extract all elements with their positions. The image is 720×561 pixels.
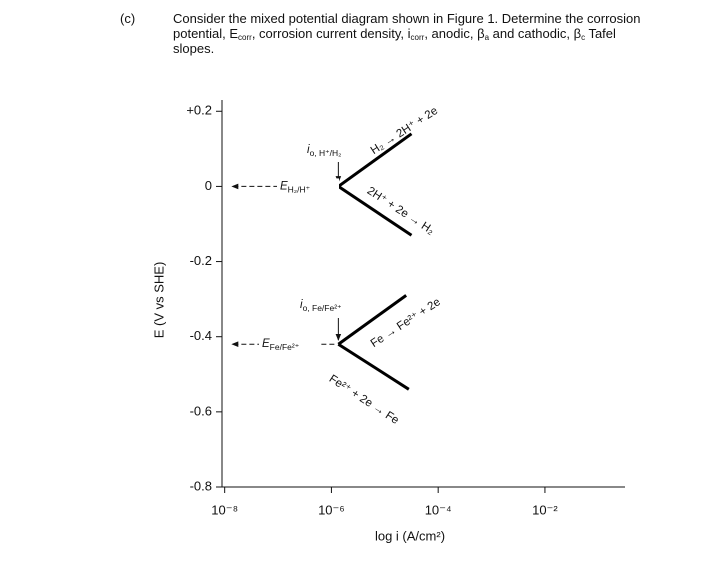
subscript: corr (238, 33, 252, 42)
question-text: Consider the mixed potential diagram sho… (173, 11, 643, 56)
text-run: Consider the mixed potential diagram sho… (173, 11, 641, 41)
text-run: , anodic, β (424, 26, 485, 41)
annotation: Fe → Fe²⁺ + 2e (369, 296, 443, 350)
annotation-text: E (280, 180, 288, 192)
annotation-sub: o, H⁺/H₂ (310, 148, 342, 158)
annotation-text: Fe²⁺ + 2e → Fe (327, 373, 401, 427)
x-tick-label: 10⁻⁴ (425, 502, 452, 517)
x-tick-label: 10⁻⁸ (211, 502, 238, 517)
text-run: Tafel slopes. (173, 26, 616, 56)
y-tick-label: -0.6 (190, 403, 212, 418)
annotation: EH₂/H⁺ (280, 180, 310, 194)
line (337, 132, 413, 188)
line (337, 294, 408, 346)
subscript: c (581, 33, 586, 42)
y-tick-label: -0.8 (190, 478, 212, 493)
y-tick-label: -0.4 (190, 328, 212, 343)
y-axis-title: E (V vs SHE) (151, 262, 166, 339)
label-bg (259, 336, 321, 353)
text-run: and cathodic, β (489, 26, 582, 41)
annotation: Fe²⁺ + 2e → Fe (327, 373, 401, 427)
annotation-sub: Fe/Fe²⁺ (270, 342, 300, 352)
label-bg (277, 178, 339, 195)
line (337, 342, 410, 391)
annotation: io, H⁺/H₂ (307, 144, 341, 158)
y-tick-label: +0.2 (186, 103, 212, 118)
x-tick-label: 10⁻² (532, 502, 558, 517)
annotation-text: i (300, 299, 303, 311)
annotation-text: H₂ → 2H⁺ + 2e (369, 105, 440, 157)
annotation-text: E (262, 338, 270, 350)
annotation-text: Fe → Fe²⁺ + 2e (369, 296, 443, 350)
annotation: EFe/Fe²⁺ (262, 338, 299, 352)
annotation-sub: o, Fe/Fe²⁺ (303, 303, 342, 313)
annotation-sub: H₂/H⁺ (288, 185, 310, 195)
annotation: H₂ → 2H⁺ + 2e (369, 105, 440, 157)
text-run: , corrosion current density, i (251, 26, 411, 41)
line (337, 185, 413, 237)
question-label: (c) (120, 11, 136, 26)
x-tick-label: 10⁻⁶ (318, 502, 345, 517)
y-tick-label: -0.2 (190, 253, 212, 268)
annotation-text: i (307, 144, 310, 156)
y-tick-label: 0 (205, 178, 212, 193)
subscript: a (484, 33, 490, 42)
annotation: io, Fe/Fe²⁺ (300, 299, 342, 313)
x-axis-title: log i (A/cm²) (375, 528, 445, 543)
subscript: corr (410, 33, 425, 42)
